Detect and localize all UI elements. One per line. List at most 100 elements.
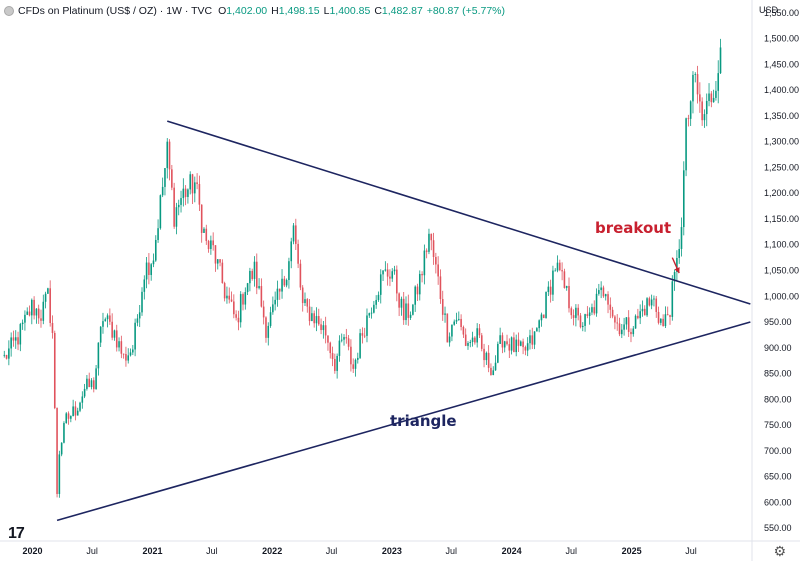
settings-gear-icon[interactable]: ⚙: [773, 543, 786, 559]
candle-body: [329, 342, 332, 354]
triangle-annotation: triangle: [390, 412, 457, 430]
candle-body: [607, 294, 609, 305]
candle-body: [260, 286, 263, 307]
candle-body: [198, 184, 201, 205]
candle-body: [513, 337, 515, 353]
candle-body: [26, 311, 29, 315]
candle-body: [715, 90, 717, 98]
candle-body: [453, 321, 456, 325]
candle-body: [556, 262, 559, 271]
candle-body: [3, 354, 6, 356]
y-tick-label: 700.00: [764, 446, 792, 456]
candle-body: [138, 312, 141, 319]
candle-body: [56, 408, 58, 494]
candle-body: [519, 341, 522, 346]
candle-body: [42, 301, 45, 321]
candle-body: [58, 454, 61, 494]
candle-body: [164, 168, 166, 187]
candle-body: [72, 406, 74, 417]
y-tick-label: 1,400.00: [764, 85, 799, 95]
candle-body: [299, 263, 302, 288]
candle-body: [425, 250, 428, 252]
candle-body: [132, 349, 134, 353]
candle-body: [134, 322, 136, 350]
candle-body: [462, 326, 465, 335]
candle-body: [63, 423, 65, 443]
candle-body: [283, 278, 286, 286]
candle-body: [623, 324, 625, 330]
candle-body: [175, 207, 178, 227]
candle-body: [451, 324, 453, 337]
candle-body: [689, 101, 692, 119]
candle-body: [621, 329, 623, 335]
candle-body: [416, 286, 419, 295]
candle-body: [74, 406, 77, 416]
close-value: 1,482.87: [381, 5, 423, 17]
candle-body: [53, 332, 56, 409]
candle-body: [666, 314, 669, 316]
candle-body: [586, 314, 589, 316]
breakout-arrowhead: [674, 267, 680, 274]
candle-body: [33, 299, 35, 316]
candle-body: [184, 188, 187, 197]
candle-body: [545, 291, 547, 319]
candle-body: [76, 410, 79, 416]
x-tick-label: 2023: [382, 546, 402, 556]
candle-body: [432, 240, 435, 257]
candle-body: [109, 315, 111, 322]
candle-body: [136, 318, 139, 323]
candle-body: [538, 320, 540, 329]
candle-body: [402, 298, 405, 321]
candle-body: [157, 228, 159, 240]
candle-body: [611, 309, 614, 317]
candle-body: [712, 97, 715, 103]
open-label: O: [218, 5, 227, 17]
candle-body: [547, 286, 550, 292]
candle-body: [340, 339, 343, 341]
high-value: 1,498.15: [278, 5, 320, 17]
candle-body: [501, 335, 504, 348]
candle-body: [703, 114, 706, 121]
candle-body: [370, 312, 373, 314]
candle-body: [262, 306, 265, 318]
candle-body: [366, 315, 368, 336]
candle-body: [637, 315, 639, 319]
candle-body: [517, 339, 520, 346]
x-tick-label: 2022: [262, 546, 282, 556]
candle-body: [600, 287, 602, 291]
candle-body: [650, 299, 653, 306]
candle-body: [320, 324, 322, 331]
y-tick-label: 1,000.00: [764, 291, 799, 301]
candle-body: [490, 367, 492, 375]
breakout-annotation: breakout: [595, 219, 672, 237]
candle-body: [492, 370, 495, 375]
triangle-trendline: [167, 120, 751, 305]
candle-body: [122, 353, 125, 355]
y-tick-label: 1,050.00: [764, 266, 799, 276]
candle-body: [292, 225, 295, 242]
tradingview-logo-icon[interactable]: 17: [8, 525, 25, 542]
y-tick-label: 800.00: [764, 394, 792, 404]
x-tick-label: 2025: [622, 546, 642, 556]
candle-body: [51, 322, 54, 333]
candle-body: [595, 293, 598, 314]
symbol-title[interactable]: CFDs on Platinum (US$ / OZ) · 1W · TVC: [18, 5, 213, 17]
candle-body: [168, 141, 171, 170]
candle-body: [295, 225, 297, 244]
candle-body: [182, 188, 185, 199]
candle-body: [37, 308, 40, 319]
candle-body: [111, 321, 113, 338]
candle-body: [685, 118, 687, 171]
x-tick-label: Jul: [446, 546, 458, 556]
candle-body: [414, 286, 416, 305]
candle-body: [308, 306, 311, 322]
x-tick-label: 2020: [22, 546, 42, 556]
candle-body: [267, 325, 270, 338]
candle-body: [221, 262, 224, 284]
candle-body: [657, 311, 660, 323]
candle-body: [588, 312, 591, 316]
candle-body: [682, 170, 685, 228]
candle-body: [338, 340, 341, 356]
candle-body: [494, 362, 497, 371]
